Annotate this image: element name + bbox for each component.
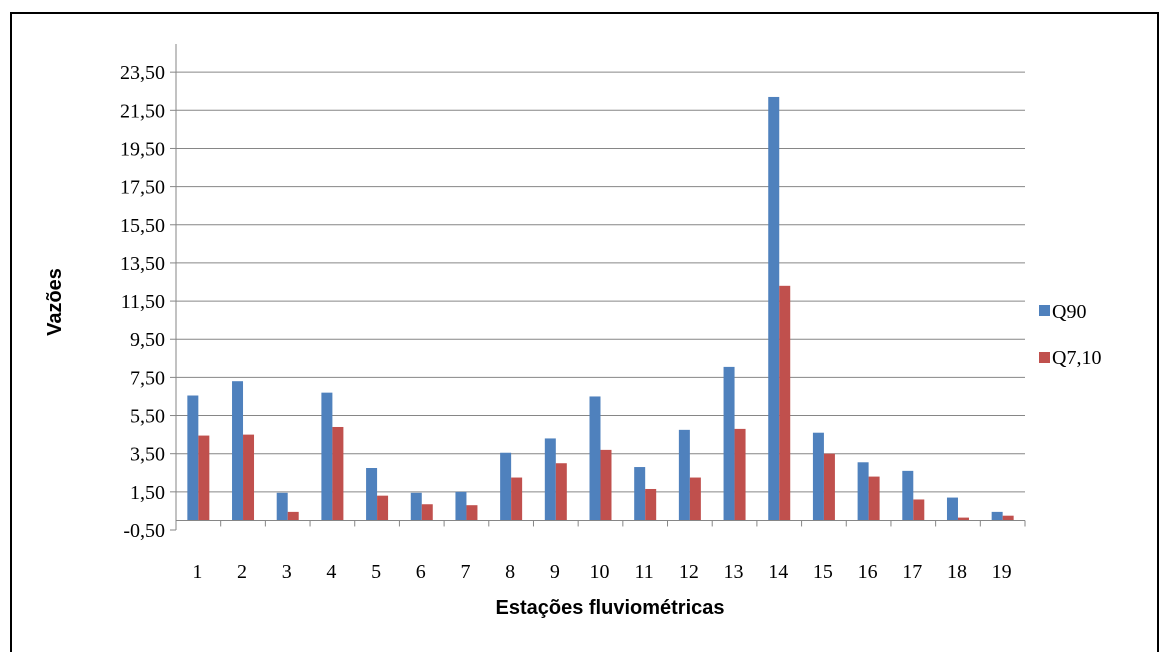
x-tick-label: 16	[858, 561, 878, 583]
bar-q90-10	[589, 396, 601, 521]
x-tick-label: 7	[460, 561, 470, 583]
x-tick-label: 14	[768, 561, 788, 583]
bar-q710-3	[287, 511, 299, 521]
bar-q710-16	[868, 476, 880, 521]
legend-label-q90: Q90	[1052, 301, 1086, 323]
bar-q710-2	[243, 434, 255, 521]
bars	[187, 96, 1014, 521]
bar-q90-11	[634, 467, 646, 521]
bar-q90-15	[812, 432, 824, 521]
bar-q90-4	[321, 392, 333, 521]
bar-q710-9	[555, 463, 567, 521]
bar-q90-8	[500, 452, 512, 521]
bar-q710-14	[779, 285, 791, 521]
x-tick-label: 6	[416, 561, 426, 583]
bar-q90-16	[857, 462, 869, 521]
bar-q90-2	[232, 381, 244, 521]
y-tick-label: 1,50	[130, 482, 165, 504]
y-axis-title: Vazões	[44, 268, 66, 336]
bar-q710-4	[332, 426, 344, 521]
x-tick-label: 5	[371, 561, 381, 583]
y-tick-label: 3,50	[130, 444, 165, 466]
legend-swatch-q90	[1039, 305, 1050, 316]
y-tick-label: 7,50	[130, 367, 165, 389]
bar-q90-3	[276, 492, 288, 521]
bar-q710-10	[600, 449, 612, 521]
x-tick-label: 15	[813, 561, 833, 583]
axes	[175, 44, 1026, 530]
bar-q90-9	[544, 438, 556, 521]
y-tick-label: 17,50	[120, 177, 165, 199]
bar-q90-18	[946, 497, 958, 521]
bar-q90-14	[768, 96, 780, 521]
x-tick-label: 2	[237, 561, 247, 583]
bar-q710-6	[421, 504, 433, 521]
x-tick-label: 8	[505, 561, 515, 583]
bar-q710-13	[734, 428, 746, 521]
y-tick-label: 5,50	[130, 406, 165, 428]
chart-frame: -0,50 1,50 3,50 5,50 7,50 9,50 11,50 13,50 15,50…	[10, 12, 1159, 652]
x-tick-label: 11	[635, 561, 654, 583]
bar-q90-12	[678, 429, 690, 521]
bar-chart: -0,50 1,50 3,50 5,50 7,50 9,50 11,50 13,50 15,50…	[44, 44, 1101, 619]
y-tick-label: 13,50	[120, 253, 165, 275]
bar-q710-19	[1002, 515, 1014, 521]
bar-q710-12	[689, 477, 701, 521]
bar-q90-1	[187, 395, 199, 521]
y-tick-label: 15,50	[120, 215, 165, 237]
legend-swatch-q710	[1039, 352, 1050, 363]
x-tick-label: 10	[590, 561, 610, 583]
legend-label-q710: Q7,10	[1052, 347, 1101, 369]
bar-q90-19	[991, 511, 1003, 521]
legend: Q90 Q7,10	[1039, 301, 1101, 369]
y-tick-label: 19,50	[120, 138, 165, 160]
bar-q710-11	[645, 488, 657, 521]
x-tick-label: 13	[724, 561, 744, 583]
x-axis-title: Estações fluviométricas	[496, 597, 725, 619]
x-tick-label: 1	[192, 561, 202, 583]
x-tick-label: 4	[326, 561, 336, 583]
bar-q90-7	[455, 491, 467, 521]
bar-q710-17	[913, 499, 925, 521]
x-tick-label: 12	[679, 561, 699, 583]
x-tick-label: 18	[947, 561, 967, 583]
y-tick-label: 23,50	[120, 62, 165, 84]
bar-q710-18	[957, 517, 969, 521]
x-tick-label: 19	[992, 561, 1012, 583]
bar-q710-5	[377, 495, 389, 521]
bar-q710-15	[823, 453, 835, 521]
bar-q710-8	[511, 477, 523, 521]
bar-q90-5	[366, 468, 378, 521]
bar-q90-17	[902, 470, 914, 521]
y-tick-label: 11,50	[121, 291, 165, 313]
bar-q90-13	[723, 366, 735, 521]
y-tick-label: 21,50	[120, 100, 165, 122]
x-tick-label: 9	[550, 561, 560, 583]
y-tick-label: 9,50	[130, 329, 165, 351]
y-tick-label: -0,50	[123, 520, 165, 542]
x-tick-labels: 1 2 3 4 5 6 7 8 9 10 11 12 13 14 15 16 17 18 19	[192, 561, 1011, 583]
bar-q90-6	[410, 492, 422, 521]
bar-q710-1	[198, 435, 210, 521]
x-tick-label: 17	[902, 561, 922, 583]
x-tick-label: 3	[282, 561, 292, 583]
bar-q710-7	[466, 505, 478, 521]
y-tick-labels: -0,50 1,50 3,50 5,50 7,50 9,50 11,50 13,50 15,50…	[120, 62, 165, 542]
